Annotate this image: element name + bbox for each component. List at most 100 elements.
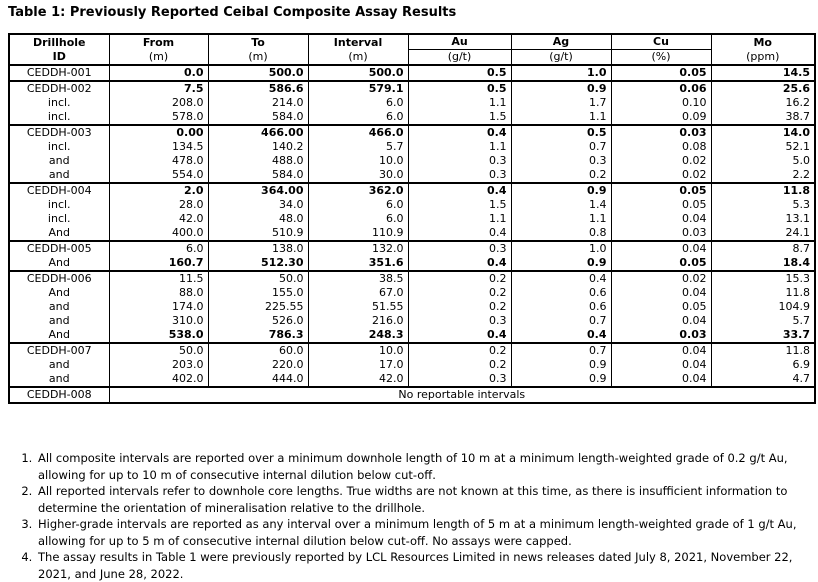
value-cell: 512.30	[207, 256, 309, 271]
value-cell: 0.5	[407, 80, 512, 96]
value-cell: 0.3	[407, 240, 512, 256]
value-cell: 25.6	[710, 80, 816, 96]
value-cell: 364.00	[207, 182, 309, 198]
value-cell: 0.03	[610, 124, 712, 140]
drillhole-id-cell: and	[8, 358, 110, 372]
drillhole-id-cell: incl.	[8, 140, 110, 154]
value-cell: 0.5	[510, 124, 612, 140]
drillhole-id-cell: CEDDH-003	[8, 124, 110, 140]
drillhole-id-cell: and	[8, 168, 110, 183]
value-cell: 0.2	[407, 300, 512, 314]
value-cell: 138.0	[207, 240, 309, 256]
value-cell: 0.4	[407, 256, 512, 271]
value-cell: 5.7	[710, 314, 816, 328]
value-cell: 0.05	[610, 64, 712, 81]
table-row: and 554.0 584.0 30.0 0.3 0.2 0.02 2.2	[8, 168, 816, 183]
value-cell: 248.3	[307, 328, 409, 343]
value-cell: 0.9	[510, 358, 612, 372]
value-cell: 38.7	[710, 110, 816, 125]
value-cell: 42.0	[108, 212, 209, 226]
value-cell: 310.0	[108, 314, 209, 328]
value-cell: 225.55	[207, 300, 309, 314]
value-cell: 7.5	[108, 80, 209, 96]
value-cell: 466.00	[207, 124, 309, 140]
table-row: And 400.0 510.9 110.9 0.4 0.8 0.03 24.1	[8, 226, 816, 241]
value-cell: 50.0	[108, 342, 209, 358]
value-cell: 0.05	[610, 182, 712, 198]
header-interval-label: Interval	[333, 36, 383, 49]
value-cell: 6.9	[710, 358, 816, 372]
value-cell: 500.0	[307, 64, 409, 81]
header-from-label: From	[142, 36, 175, 49]
value-cell: 155.0	[207, 286, 309, 300]
footnote-item: The assay results in Table 1 were previo…	[36, 549, 814, 582]
value-cell: 0.03	[610, 328, 712, 343]
value-cell: 362.0	[307, 182, 409, 198]
value-cell: 220.0	[207, 358, 309, 372]
value-cell: 11.8	[710, 182, 816, 198]
value-cell: 538.0	[108, 328, 209, 343]
header-from-unit: (m)	[148, 50, 169, 63]
value-cell: 0.6	[510, 300, 612, 314]
value-cell: 2.2	[710, 168, 816, 183]
value-cell: 60.0	[207, 342, 309, 358]
value-cell: 30.0	[307, 168, 409, 183]
table-row: CEDDH-006 11.5 50.0 38.5 0.2 0.4 0.02 15.3	[8, 270, 816, 286]
value-cell: 13.1	[710, 212, 816, 226]
value-cell: 586.6	[207, 80, 309, 96]
value-cell: 132.0	[307, 240, 409, 256]
value-cell: 51.55	[307, 300, 409, 314]
value-cell: 0.04	[610, 212, 712, 226]
value-cell: 0.2	[407, 358, 512, 372]
drillhole-id-cell: and	[8, 154, 110, 168]
value-cell: 0.0	[108, 64, 209, 81]
value-cell: 0.9	[510, 80, 612, 96]
value-cell: 42.0	[307, 372, 409, 387]
value-cell: 52.1	[710, 140, 816, 154]
value-cell: 0.4	[407, 226, 512, 241]
value-cell: 0.9	[510, 182, 612, 198]
table-row: CEDDH-007 50.0 60.0 10.0 0.2 0.7 0.04 11.8	[8, 342, 816, 358]
header-interval: Interval (m)	[307, 34, 409, 66]
drillhole-id-cell: incl.	[8, 110, 110, 125]
table-row: CEDDH-003 0.00 466.00 466.0 0.4 0.5 0.03 14.0	[8, 124, 816, 140]
no-reportable-intervals-cell: No reportable intervals	[108, 386, 816, 403]
value-cell: 0.10	[610, 96, 712, 110]
value-cell: 203.0	[108, 358, 209, 372]
value-cell: 0.4	[407, 124, 512, 140]
value-cell: 0.9	[510, 256, 612, 271]
value-cell: 110.9	[307, 226, 409, 241]
table-row: and 478.0 488.0 10.0 0.3 0.3 0.02 5.0	[8, 154, 816, 168]
drillhole-id-cell: CEDDH-001	[8, 64, 110, 81]
table-row: incl. 42.0 48.0 6.0 1.1 1.1 0.04 13.1	[8, 212, 816, 226]
table-row: incl. 134.5 140.2 5.7 1.1 0.7 0.08 52.1	[8, 140, 816, 154]
drillhole-id-cell: incl.	[8, 212, 110, 226]
table-row: incl. 208.0 214.0 6.0 1.1 1.7 0.10 16.2	[8, 96, 816, 110]
header-cu: Cu	[610, 34, 712, 50]
value-cell: 6.0	[307, 212, 409, 226]
value-cell: 478.0	[108, 154, 209, 168]
header-mo-unit: (ppm)	[746, 50, 780, 63]
drillhole-id-cell: CEDDH-002	[8, 80, 110, 96]
value-cell: 0.03	[610, 226, 712, 241]
value-cell: 33.7	[710, 328, 816, 343]
value-cell: 5.3	[710, 198, 816, 212]
value-cell: 2.0	[108, 182, 209, 198]
header-drillhole-id: Drillhole ID	[8, 34, 110, 66]
value-cell: 11.8	[710, 342, 816, 358]
value-cell: 88.0	[108, 286, 209, 300]
value-cell: 0.04	[610, 314, 712, 328]
value-cell: 579.1	[307, 80, 409, 96]
footnote-item: All reported intervals refer to downhole…	[36, 483, 814, 516]
value-cell: 28.0	[108, 198, 209, 212]
drillhole-id-cell: And	[8, 226, 110, 241]
value-cell: 17.0	[307, 358, 409, 372]
value-cell: 15.3	[710, 270, 816, 286]
table-row: CEDDH-008 No reportable intervals	[8, 386, 816, 403]
value-cell: 0.3	[407, 168, 512, 183]
value-cell: 351.6	[307, 256, 409, 271]
footnote-item: All composite intervals are reported ove…	[36, 450, 814, 483]
value-cell: 488.0	[207, 154, 309, 168]
value-cell: 6.0	[108, 240, 209, 256]
value-cell: 1.4	[510, 198, 612, 212]
